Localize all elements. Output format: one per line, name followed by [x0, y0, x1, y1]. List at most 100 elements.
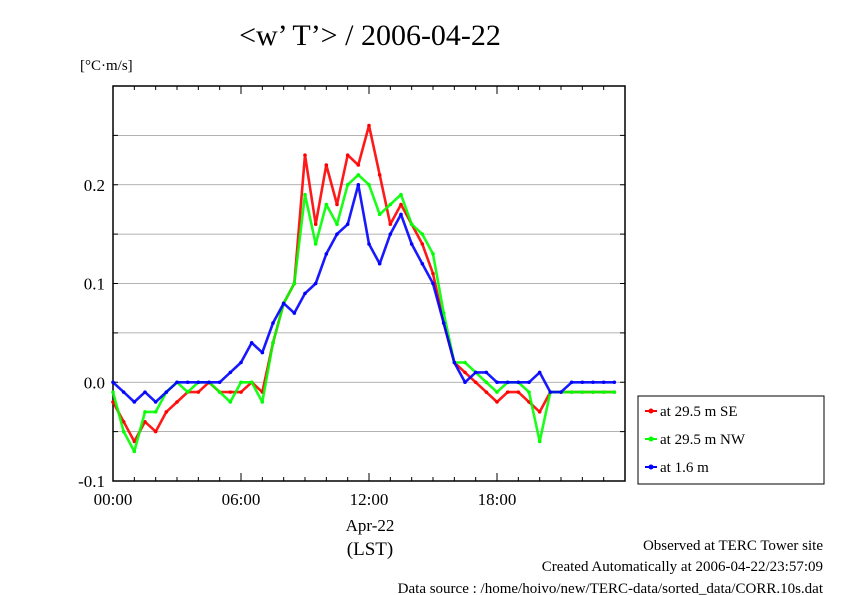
series-lines	[111, 123, 617, 454]
series-1-point	[345, 153, 350, 157]
series-1-point	[164, 410, 169, 414]
series-3-point	[345, 222, 350, 227]
series-3-point	[111, 380, 115, 385]
legend-marker	[648, 436, 654, 442]
series-3-point	[175, 380, 179, 385]
series-3-point	[367, 242, 371, 246]
series-3-point	[569, 380, 574, 385]
series-3-point	[484, 370, 489, 375]
series-1-point	[239, 390, 243, 394]
series-1-point	[175, 400, 179, 404]
series-2-point	[153, 410, 158, 414]
series-1-point	[143, 419, 147, 424]
series-3-point	[260, 350, 265, 355]
series-1-point	[313, 222, 318, 227]
series-2-point	[409, 222, 414, 227]
series-3-point	[463, 380, 467, 385]
series-2-point	[132, 449, 137, 454]
series-2-point	[569, 390, 574, 394]
series-3-point	[516, 380, 521, 385]
series-2-point	[239, 380, 243, 385]
series-2-point	[303, 192, 307, 197]
series-3-point	[441, 321, 446, 325]
x-tick-label: 18:00	[478, 490, 517, 509]
y-tick-label: 0.2	[84, 176, 105, 195]
x-tick-label: 12:00	[350, 490, 389, 509]
series-1-point	[388, 222, 393, 227]
series-3-point	[431, 281, 435, 286]
series-3-point	[388, 232, 393, 236]
series-3-point	[303, 291, 307, 296]
series-1-point	[196, 390, 201, 394]
chart-title: <w’ T’> / 2006-04-22	[239, 19, 501, 52]
series-3-point	[505, 380, 510, 385]
series-2-point	[313, 242, 318, 246]
series-1-point	[367, 123, 371, 128]
series-3-point	[196, 380, 201, 385]
series-3-point	[249, 340, 254, 345]
series-2-point	[537, 439, 542, 444]
series-2-point	[591, 390, 595, 394]
series-3-point	[239, 360, 243, 365]
footer-source: Data source : /home/hoivo/new/TERC-data/…	[398, 581, 824, 595]
y-axis-unit-label: [°C·m/s]	[80, 58, 133, 74]
series-2-point	[441, 311, 446, 315]
series-1-point	[153, 429, 158, 434]
series-2-point	[217, 390, 222, 394]
series-1-point	[303, 153, 307, 157]
series-1-point	[377, 173, 382, 177]
series-2-point	[185, 390, 190, 394]
series-3-point	[292, 311, 297, 315]
series-3-point	[324, 252, 329, 256]
series-3-point	[228, 370, 233, 375]
series-3-point	[527, 380, 531, 385]
series-2-point	[377, 212, 382, 217]
series-1-point	[132, 439, 137, 444]
series-2-point	[612, 390, 617, 394]
axis-ticks: -0.1 0.0 0.1 0.2 00:00 06:00 12:00 18:00	[78, 85, 626, 509]
series-2-point	[580, 390, 585, 394]
series-2-point	[484, 380, 489, 385]
series-1-point	[431, 271, 435, 276]
series-1-point	[356, 163, 361, 167]
series-2-point	[228, 400, 233, 404]
series-3-point	[185, 380, 190, 385]
series-3-point	[399, 212, 403, 217]
series-2-point	[420, 232, 425, 236]
series-3-point	[559, 390, 563, 394]
series-2-point	[431, 252, 435, 256]
series-2-point	[345, 182, 350, 187]
series-3-point	[335, 232, 339, 236]
series-3-point	[271, 321, 275, 325]
series-2-point	[495, 390, 499, 394]
series-2-point	[292, 281, 297, 286]
x-axis-date-label: Apr-22	[346, 516, 395, 535]
series-3-point	[612, 380, 617, 385]
series-2-point	[143, 410, 147, 414]
series-1-point	[420, 242, 425, 246]
series-2-point	[271, 340, 275, 345]
x-axis-unit-label: (LST)	[347, 539, 393, 560]
series-3-point	[143, 390, 147, 394]
series-3-point	[473, 370, 478, 375]
series-3-point	[548, 390, 553, 394]
series-3-point	[580, 380, 585, 385]
series-2-point	[260, 400, 265, 404]
series-2-point	[399, 192, 403, 197]
series-3-point	[281, 301, 286, 306]
series-1-point	[324, 163, 329, 167]
footer-site: Observed at TERC Tower site	[643, 538, 823, 554]
series-1-point	[473, 380, 478, 385]
series-1-point	[516, 390, 521, 394]
series-3-point	[132, 400, 137, 404]
series-3-point	[121, 390, 126, 394]
series-1-point	[121, 419, 126, 424]
x-tick-label: 06:00	[222, 490, 261, 509]
series-3-point	[217, 380, 222, 385]
series-3-point	[420, 261, 425, 266]
series-2-point	[335, 222, 339, 227]
legend-box	[637, 395, 825, 485]
series-1-point	[537, 410, 542, 414]
series-3-point	[452, 360, 457, 365]
